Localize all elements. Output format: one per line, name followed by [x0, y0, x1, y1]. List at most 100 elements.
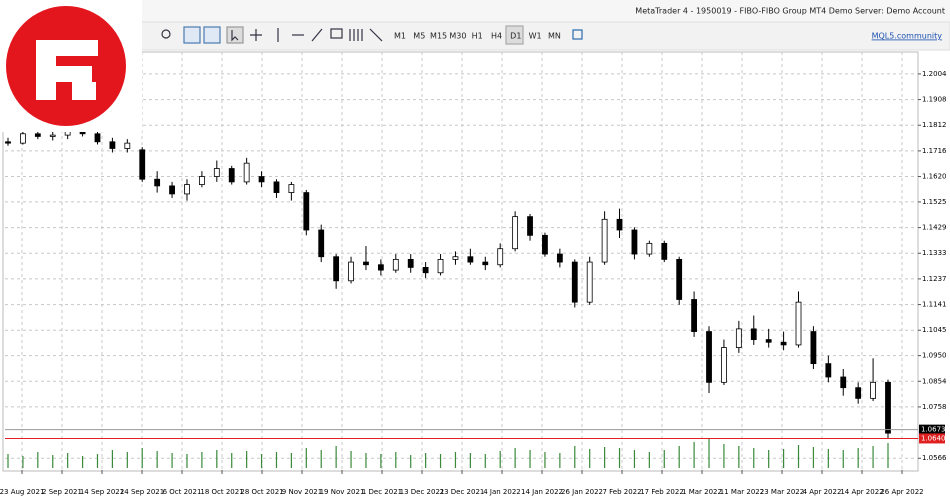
- y-tick-label: 1.1525: [922, 198, 947, 206]
- autoscroll-icon[interactable]: [183, 26, 201, 44]
- volume-bar: [738, 446, 740, 468]
- candle-body: [885, 381, 891, 434]
- candle-body: [840, 376, 847, 389]
- candle-body: [94, 133, 101, 143]
- volume-bar: [648, 452, 650, 468]
- volume-bar: [171, 453, 173, 468]
- candle-body: [646, 242, 653, 255]
- candle-body: [691, 299, 698, 332]
- shift-icon[interactable]: [203, 26, 221, 44]
- toolbar: [0, 21, 950, 51]
- ask-label: 1.0640: [921, 434, 946, 442]
- volume-bar: [22, 456, 24, 468]
- volume-bar: [425, 453, 427, 468]
- x-tick-label: 13 Dec 2021: [400, 488, 445, 496]
- y-tick-label: 1.1908: [922, 96, 947, 104]
- candle-body: [437, 258, 444, 274]
- x-tick-label: 14 Jan 2022: [521, 488, 563, 496]
- x-tick-label: 4 Jan 2022: [483, 488, 521, 496]
- volume-bar: [365, 453, 367, 468]
- fibo-icon[interactable]: [349, 29, 363, 41]
- volume-bar: [887, 443, 889, 468]
- volume-bar: [201, 452, 203, 468]
- candle-body: [616, 218, 623, 231]
- candle-body: [258, 176, 265, 183]
- cursor-icon[interactable]: [226, 26, 244, 44]
- ask-label-box: [919, 433, 945, 444]
- candle-body: [288, 184, 295, 193]
- volume-bar: [320, 450, 322, 468]
- logo-letter-foot: [72, 82, 96, 100]
- elliott-icon[interactable]: [369, 28, 383, 42]
- candle-body: [452, 256, 459, 260]
- volume-bar: [544, 452, 546, 468]
- x-tick-label: 14 Sep 2021: [80, 488, 124, 496]
- timeframe-button[interactable]: D1: [510, 32, 521, 41]
- candle-body: [676, 258, 683, 300]
- timeframe-button[interactable]: M15: [430, 32, 447, 41]
- candle-body: [467, 256, 474, 263]
- timeframe-button[interactable]: M5: [413, 32, 425, 41]
- volume-bar: [380, 454, 382, 468]
- candle-body: [169, 185, 175, 195]
- candle-body: [750, 328, 757, 340]
- volume-bar: [67, 453, 69, 468]
- crosshair-icon[interactable]: [250, 29, 262, 41]
- volume-bar: [81, 456, 84, 468]
- volume-bar: [7, 454, 9, 468]
- timeframe-button[interactable]: M30: [449, 32, 466, 41]
- logo-letter: [36, 40, 98, 100]
- zoom-icon[interactable]: [161, 29, 171, 39]
- text-icon[interactable]: [330, 28, 343, 39]
- x-tick-label: 26 Jan 2022: [561, 488, 603, 496]
- candle-body: [139, 149, 146, 180]
- y-tick-label: 1.1716: [922, 147, 947, 155]
- candle-body: [243, 162, 250, 183]
- volume-bar: [439, 454, 442, 468]
- toolbar-icons: M1 M5 M15 M30 H1 H4 D1 W1 MN: [161, 25, 583, 45]
- x-tick-label: 23 Dec 2021: [440, 488, 485, 496]
- volume-bar: [827, 449, 829, 468]
- x-tick-label: 26 Apr 2022: [880, 488, 923, 496]
- trendline-icon[interactable]: [311, 28, 323, 42]
- y-tick-label: 1.1141: [922, 301, 947, 309]
- timeframe-button[interactable]: H1: [472, 32, 483, 41]
- volume-bar: [275, 452, 278, 468]
- mql5-link[interactable]: MQL5.community: [872, 32, 943, 41]
- candle-body: [154, 178, 161, 187]
- candle-body: [825, 363, 832, 378]
- candle-body: [318, 229, 325, 258]
- broker-logo: [0, 0, 142, 132]
- x-tick-label: 24 Sep 2021: [120, 488, 164, 496]
- x-tick-label: 11 Mar 2022: [720, 488, 764, 496]
- x-tick-label: 28 Oct 2021: [240, 488, 283, 496]
- fullscreen-icon[interactable]: [572, 29, 583, 40]
- timeframe-button[interactable]: M1: [394, 32, 406, 41]
- x-tick-label: 1 Mar 2022: [682, 488, 722, 496]
- volume-bar: [290, 453, 292, 468]
- candle-body: [363, 261, 369, 266]
- timeframe-button[interactable]: W1: [529, 32, 542, 41]
- candle-body: [765, 339, 772, 343]
- timeframe-button[interactable]: H4: [491, 32, 502, 41]
- candle-body: [377, 264, 384, 271]
- candle-body: [303, 192, 310, 231]
- bid-label-box: [919, 424, 945, 435]
- y-tick-label: 1.0758: [922, 403, 947, 411]
- timeframe-button[interactable]: MN: [548, 32, 561, 41]
- volume-bar: [469, 453, 471, 468]
- volume-bar: [395, 452, 397, 468]
- volume-bar: [574, 446, 576, 468]
- volume-bar: [723, 444, 725, 468]
- candle-body: [34, 133, 41, 137]
- x-tick-label: 18 Oct 2021: [200, 488, 243, 496]
- candle-body: [198, 176, 205, 185]
- volume-bar: [231, 453, 233, 468]
- candle-body: [5, 141, 11, 144]
- x-tick-label: 14 Apr 2022: [840, 488, 883, 496]
- candle-body: [556, 253, 563, 263]
- volume-bar: [663, 450, 665, 468]
- candle-body: [870, 381, 876, 399]
- candle-body: [273, 181, 280, 193]
- volume-bar: [782, 449, 785, 468]
